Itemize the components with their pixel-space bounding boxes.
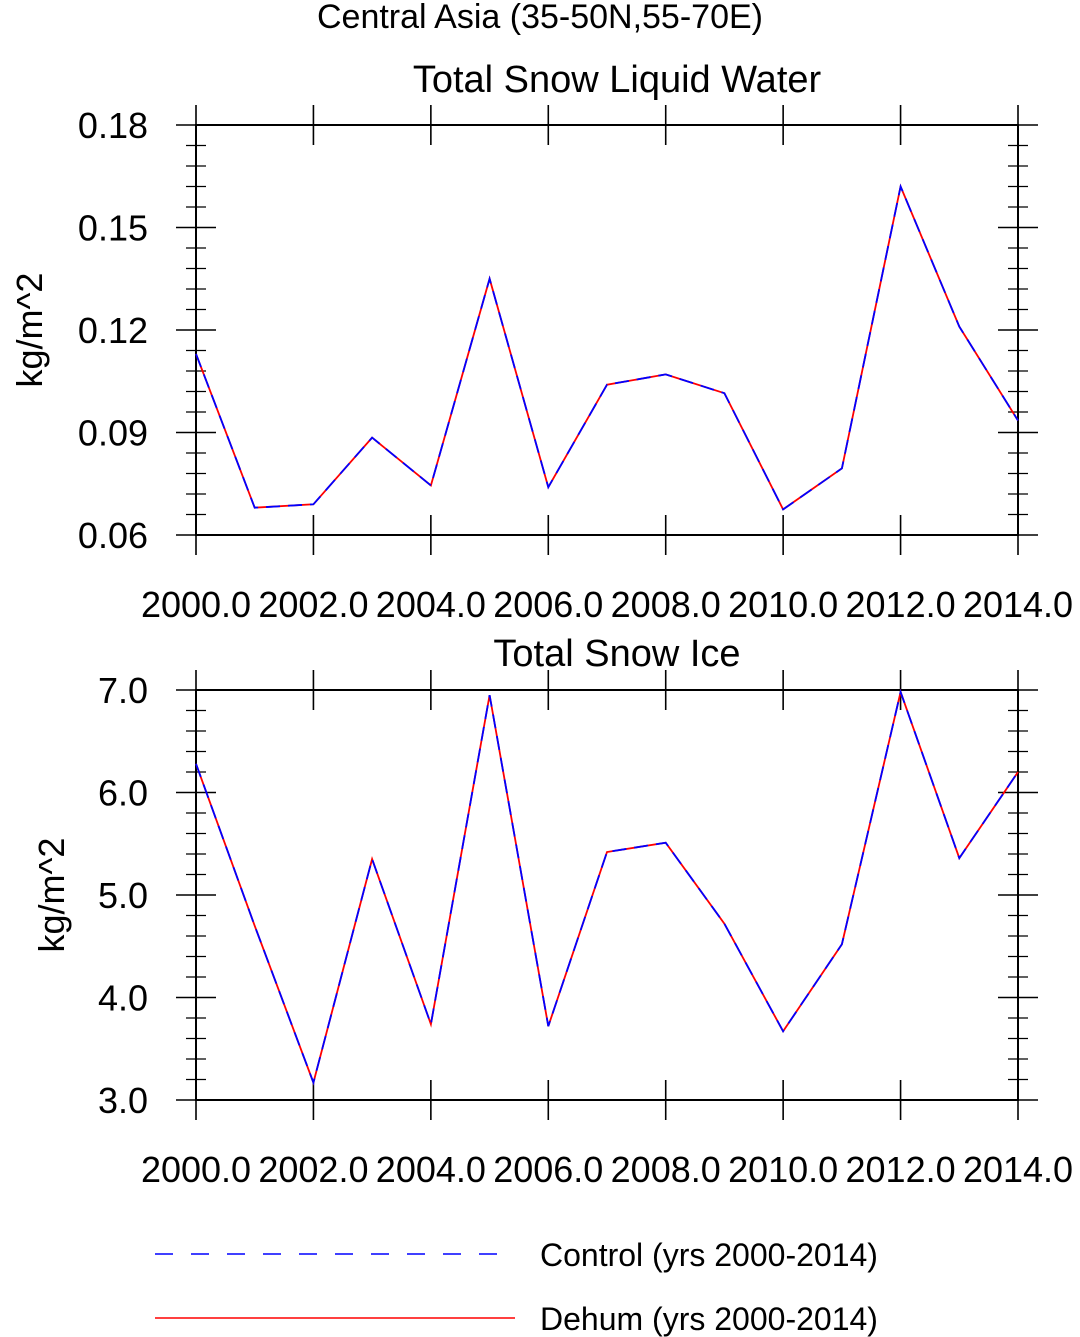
ice-x-tick-label: 2004.0	[376, 1149, 486, 1190]
ice-y-tick-label: 3.0	[98, 1080, 148, 1121]
swl-x-tick-label: 2006.0	[493, 584, 603, 625]
swl-y-tick-label: 0.09	[78, 413, 148, 454]
legend-dehum-label: Dehum (yrs 2000-2014)	[540, 1301, 878, 1337]
ice-y-tick-label: 5.0	[98, 875, 148, 916]
ice-x-tick-label: 2008.0	[611, 1149, 721, 1190]
swl-x-tick-label: 2004.0	[376, 584, 486, 625]
swl-x-tick-label: 2014.0	[963, 584, 1073, 625]
panel-snow-ice: Total Snow Ice kg/m^2 3.0 4.0 5.0 6.0 7.0 2000.…	[31, 633, 1073, 1190]
swl-x-tick-label: 2000.0	[141, 584, 251, 625]
ice-x-tick-label: 2006.0	[493, 1149, 603, 1190]
swl-series-dehum-line	[195, 183, 1019, 511]
ice-plot-frame	[195, 689, 1019, 1101]
legend-control-label: Control (yrs 2000-2014)	[540, 1237, 878, 1273]
swl-y-tick-label: 0.06	[78, 515, 148, 556]
swl-x-tick-label: 2008.0	[611, 584, 721, 625]
swl-x-tick-label: 2002.0	[258, 584, 368, 625]
ice-x-tick-label: 2010.0	[728, 1149, 838, 1190]
swl-y-tick-label: 0.12	[78, 310, 148, 351]
panel-snow-liquid-water: Total Snow Liquid Water kg/m^2 0.06 0.09 0.1…	[9, 59, 1073, 625]
ice-y-tick-label: 4.0	[98, 978, 148, 1019]
swl-plot-frame	[195, 124, 1019, 536]
swl-chart-title: Total Snow Liquid Water	[413, 59, 822, 101]
ice-x-tick-label: 2000.0	[141, 1149, 251, 1190]
swl-x-tick-label: 2010.0	[728, 584, 838, 625]
ice-y-tick-label: 6.0	[98, 773, 148, 814]
ice-chart-title: Total Snow Ice	[493, 633, 740, 675]
swl-y-axis-label: kg/m^2	[9, 273, 50, 388]
ice-x-tick-label: 2014.0	[963, 1149, 1073, 1190]
ice-x-tick-label: 2002.0	[258, 1149, 368, 1190]
ice-x-tick-label: 2012.0	[846, 1149, 956, 1190]
ice-series-dehum-line	[195, 688, 1019, 1086]
figure-title: Central Asia (35-50N,55-70E)	[317, 0, 763, 36]
ice-y-axis-label: kg/m^2	[31, 838, 72, 953]
swl-series-control-line	[195, 183, 1019, 511]
swl-x-tick-label: 2012.0	[846, 584, 956, 625]
swl-y-tick-label: 0.18	[78, 105, 148, 146]
swl-y-tick-label: 0.15	[78, 208, 148, 249]
ice-series-control-line	[195, 688, 1019, 1086]
legend: Control (yrs 2000-2014) Dehum (yrs 2000-…	[155, 1237, 878, 1337]
ice-y-tick-label: 7.0	[98, 670, 148, 711]
